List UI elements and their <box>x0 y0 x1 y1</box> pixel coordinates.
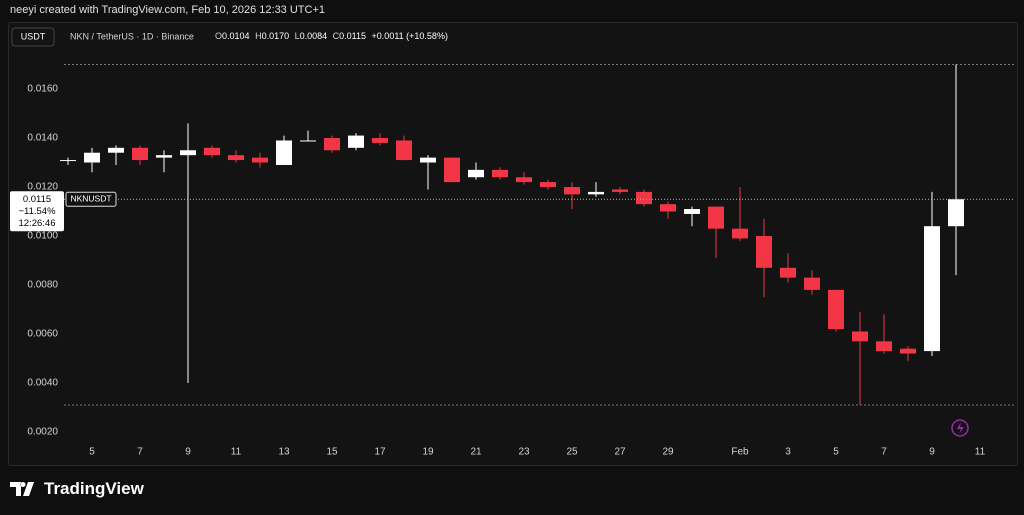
event-icon[interactable] <box>951 419 969 437</box>
x-tick-label: 9 <box>185 447 191 458</box>
candle-body <box>948 199 964 227</box>
y-tick-label: 0.0140 <box>27 133 58 144</box>
candle-body <box>420 157 436 163</box>
event-bolt <box>957 422 964 434</box>
x-tick-label: 29 <box>662 447 674 458</box>
change-label: −11.54% <box>18 206 56 217</box>
o-key: O <box>215 31 222 41</box>
x-tick-label: 17 <box>374 447 386 458</box>
x-tick-label: 5 <box>89 447 95 458</box>
candle-body <box>732 228 748 239</box>
candle-body <box>60 160 76 162</box>
l-value: 0.0084 <box>300 31 328 41</box>
candle-body <box>804 277 820 290</box>
candle-body <box>708 206 724 229</box>
candle-body <box>324 138 340 151</box>
candle-body <box>588 191 604 195</box>
x-tick-label: 21 <box>470 447 482 458</box>
o-value: 0.0104 <box>222 31 250 41</box>
candle-body <box>396 140 412 161</box>
candle-body <box>756 235 772 268</box>
chart-panel <box>8 22 1018 466</box>
c-key: C <box>333 31 340 41</box>
countdown: 12:26:46 <box>19 218 56 229</box>
symbol-tag <box>65 191 117 207</box>
currency[interactable]: USDT <box>21 31 46 41</box>
logo-text: TradingView <box>44 479 144 498</box>
logo-mark <box>10 482 34 496</box>
y-tick-label: 0.0160 <box>27 84 58 95</box>
candle-body <box>180 150 196 156</box>
logo: TradingView <box>10 479 144 499</box>
x-tick-label: 23 <box>518 447 530 458</box>
candle-body <box>372 138 388 143</box>
candle-body <box>924 226 940 352</box>
symbol-label: NKNUSDT <box>70 194 111 204</box>
candle-body <box>684 209 700 214</box>
last-price-label: 0.0115 <box>23 194 51 205</box>
x-tick-label: 9 <box>929 447 935 458</box>
x-tick-label: 11 <box>975 447 986 458</box>
candle-body <box>612 189 628 192</box>
candle-body <box>636 191 652 205</box>
credit: neeyi created with TradingView.com, Feb … <box>10 4 326 16</box>
x-tick-label: 7 <box>881 447 887 458</box>
candle-body <box>156 155 172 158</box>
candle-body <box>276 140 292 165</box>
candle-body <box>564 187 580 195</box>
candle-body <box>540 182 556 188</box>
c-value: 0.0115 <box>339 31 366 41</box>
price-tag <box>10 191 64 232</box>
x-tick-label: 19 <box>422 447 434 458</box>
y-tick-label: 0.0060 <box>27 329 58 340</box>
x-tick-label: 15 <box>326 447 338 458</box>
x-tick-label: 13 <box>278 447 290 458</box>
candle-body <box>876 341 892 352</box>
change: +0.0011 (+10.58%) <box>372 31 448 41</box>
candle-body <box>252 157 268 163</box>
x-tick-label: 3 <box>785 447 791 458</box>
currency-box[interactable] <box>11 27 55 47</box>
candle-body <box>900 348 916 354</box>
h-key: H <box>255 31 262 41</box>
x-tick-label: 11 <box>231 447 242 458</box>
candle-body <box>852 331 868 342</box>
h-value: 0.0170 <box>262 31 290 41</box>
ohlc: O0.0104 H0.0170 L0.0084 C0.0115 +0.0011 … <box>215 31 448 41</box>
y-tick-label: 0.0120 <box>27 182 58 193</box>
candle-body <box>204 147 220 156</box>
l-key: L <box>295 31 300 41</box>
x-tick-label: 25 <box>566 447 578 458</box>
y-tick-label: 0.0040 <box>27 378 58 389</box>
candle-body <box>132 147 148 161</box>
candle-body <box>228 155 244 161</box>
x-tick-label: 27 <box>614 447 626 458</box>
candle-body <box>660 204 676 212</box>
symbol-info: NKN / TetherUS · 1D · Binance <box>70 31 194 41</box>
candle-body <box>348 135 364 148</box>
y-tick-label: 0.0080 <box>27 280 58 291</box>
x-tick-label: Feb <box>731 447 749 458</box>
candle-body <box>492 169 508 178</box>
candle-body <box>828 289 844 330</box>
candle-body <box>780 267 796 278</box>
candle-body <box>300 140 316 142</box>
candle-body <box>84 152 100 163</box>
y-tick-label: 0.0020 <box>27 427 58 438</box>
chart: USDT NKN / TetherUS · 1D · Binance O0.01… <box>10 27 1014 458</box>
candle-body <box>516 177 532 183</box>
x-tick-label: 7 <box>137 447 143 458</box>
candle-body <box>444 157 460 183</box>
candle-body <box>468 169 484 178</box>
candle-body <box>108 147 124 153</box>
y-tick-label: 0.0100 <box>27 231 58 242</box>
x-tick-label: 5 <box>833 447 839 458</box>
